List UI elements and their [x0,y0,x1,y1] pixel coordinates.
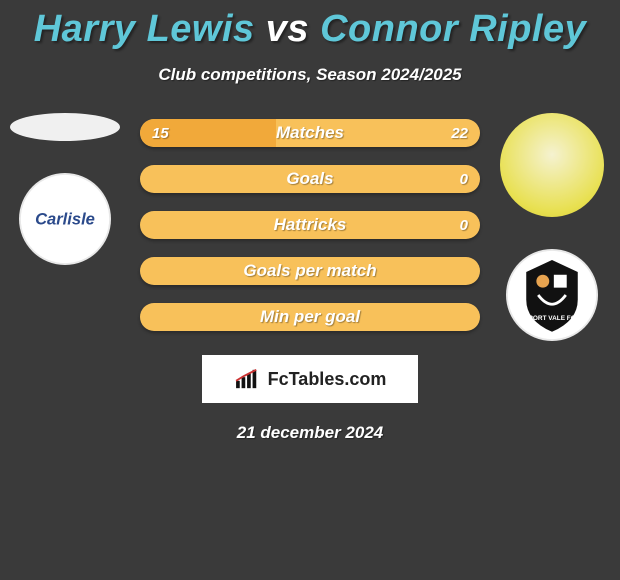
stat-bar-gpm: Goals per match [140,257,480,285]
page-title: Harry Lewis vs Connor Ripley [0,0,620,51]
stat-label: Goals per match [243,261,376,281]
player2-avatar [500,113,604,217]
stat-bar-goals: Goals 0 [140,165,480,193]
subtitle: Club competitions, Season 2024/2025 [0,65,620,85]
watermark-text: FcTables.com [268,369,387,390]
player1-club-crest: Carlisle [19,173,111,265]
stat-bar-matches: 15 Matches 22 [140,119,480,147]
player1-name: Harry Lewis [34,8,255,50]
stat-left-value: 15 [152,125,169,142]
right-avatars: PORT VALE FC [492,113,612,341]
stat-label: Min per goal [260,307,360,327]
watermark: FcTables.com [202,355,418,403]
stat-bar-mpg: Min per goal [140,303,480,331]
stat-label: Matches [276,123,344,143]
stat-label: Goals [286,169,333,189]
stat-bars: 15 Matches 22 Goals 0 Hattricks 0 Goals … [140,113,480,331]
date-text: 21 december 2024 [0,423,620,443]
stat-right-value: 0 [460,171,468,188]
player2-club-crest: PORT VALE FC [506,249,598,341]
stat-right-value: 22 [451,125,468,142]
club1-label: Carlisle [35,210,95,229]
stat-right-value: 0 [460,217,468,234]
vs-text: vs [266,8,309,50]
stat-bar-hattricks: Hattricks 0 [140,211,480,239]
player1-avatar [10,113,120,141]
club2-label: PORT VALE FC [529,315,576,322]
chart-icon [234,368,262,390]
comparison-layout: Carlisle 15 Matches 22 Goals 0 Hattricks… [0,113,620,343]
left-avatars: Carlisle [5,113,125,265]
stat-label: Hattricks [274,215,347,235]
player2-name: Connor Ripley [320,8,586,50]
